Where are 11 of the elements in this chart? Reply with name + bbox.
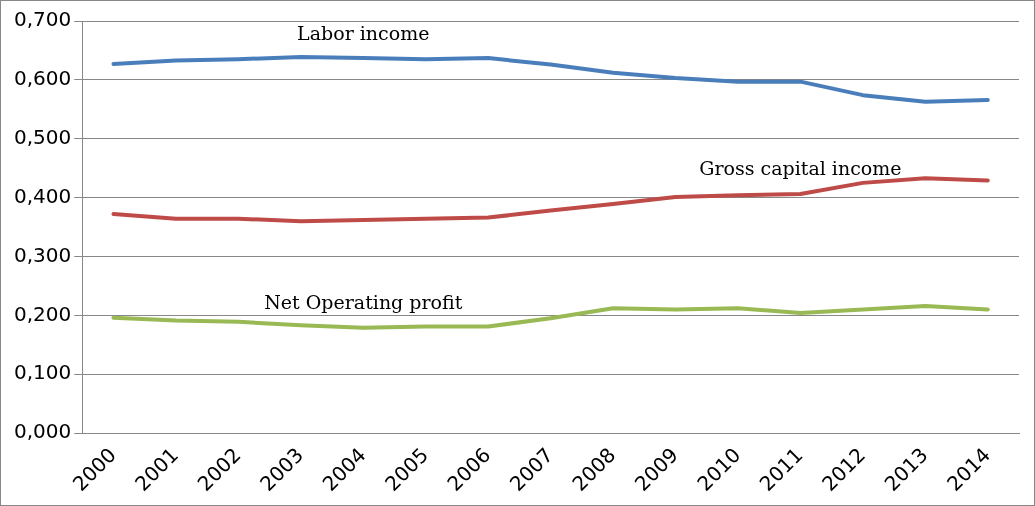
y-tick-label: 0,300 bbox=[13, 242, 72, 267]
series-label: Net Operating profit bbox=[264, 291, 463, 314]
series-label: Labor income bbox=[297, 21, 430, 44]
y-tick-label: 0,100 bbox=[13, 360, 72, 385]
y-tick-label: 0,600 bbox=[13, 66, 72, 91]
y-tick-label: 0,000 bbox=[13, 419, 72, 444]
y-tick-label: 0,700 bbox=[13, 7, 72, 32]
y-tick-label: 0,400 bbox=[13, 183, 72, 208]
y-tick-label: 0,200 bbox=[13, 301, 72, 326]
y-tick-label: 0,500 bbox=[13, 124, 72, 149]
series-label: Gross capital income bbox=[699, 157, 902, 180]
